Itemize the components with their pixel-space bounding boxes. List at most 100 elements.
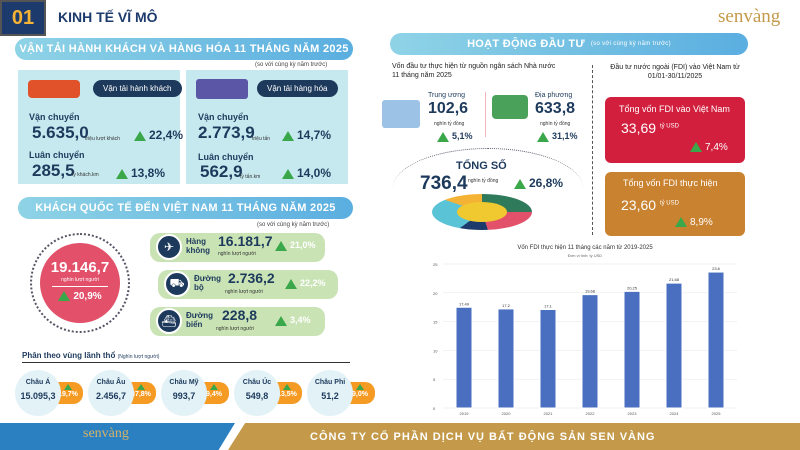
up-arrow-icon <box>275 315 287 326</box>
footer-left <box>0 423 235 450</box>
passenger-rot-value: 285,5 <box>32 161 75 180</box>
transport-note: (so với cùng kỳ năm trước) <box>255 62 328 68</box>
data-label: 21,68 <box>669 277 680 282</box>
data-label: 20,25 <box>627 285 638 290</box>
mode-value: 228,8 <box>222 307 258 323</box>
mode-name: Đường biển <box>186 311 214 329</box>
total-visitors-value: 19.146,7 <box>50 259 110 276</box>
mode-unit: nghìn lượt người <box>225 289 263 295</box>
y-tick-label: 15 <box>433 320 438 325</box>
bar <box>455 306 473 409</box>
bar <box>581 294 599 409</box>
tourism-note: (so với cùng kỳ năm trước) <box>257 222 330 228</box>
mode-pct: 21,0% <box>275 240 316 251</box>
cargo-label: Vận tải hàng hóa <box>257 80 338 97</box>
cargo-carry-value: 2.773,9 <box>198 123 255 142</box>
mode-pct: 3,4% <box>275 315 311 326</box>
local-pct: 31,1% <box>537 131 578 142</box>
up-arrow-icon <box>282 130 294 141</box>
up-arrow-icon <box>210 384 218 390</box>
fdi-registered-pct: 7,4% <box>690 142 728 153</box>
central-label: Trung ương <box>428 92 466 99</box>
local-label: Địa phương <box>535 92 573 99</box>
region-heading: Phân theo vùng lãnh thổ (Nghìn lượt ngườ… <box>22 351 350 363</box>
cargo-carry-label: Vận chuyển <box>198 112 249 122</box>
footer-logo: senvàng <box>83 426 129 441</box>
total-pct: 26,8% <box>514 176 563 190</box>
passenger-carry-pct: 22,4% <box>134 128 183 142</box>
plane-icon: ✈ <box>156 234 182 260</box>
cargo-rot-label: Luân chuyển <box>198 152 254 162</box>
mode-name: Hàng không <box>186 237 210 255</box>
total-visitors-pct: 20,9% <box>40 291 120 302</box>
passenger-label: Vận tải hành khách <box>93 80 182 97</box>
bar <box>623 290 641 409</box>
central-pct: 5,1% <box>437 131 473 142</box>
money-icon <box>492 95 528 119</box>
y-tick-label: 20 <box>433 291 438 296</box>
region-item: Châu Phi 51,2 <box>307 370 353 416</box>
up-arrow-icon <box>283 384 291 390</box>
passenger-rot-label: Luân chuyển <box>29 150 85 160</box>
up-arrow-icon <box>690 142 702 153</box>
up-arrow-icon <box>64 384 72 390</box>
x-tick-label: 2022 <box>586 411 596 416</box>
total-arc <box>393 148 583 228</box>
column-divider <box>485 92 486 137</box>
up-arrow-icon <box>537 131 549 142</box>
bar <box>497 308 515 409</box>
dashed-divider <box>592 65 593 235</box>
fdi-registered-card: Tổng vốn FDI vào Việt Nam 33,69 tỷ USD 7… <box>605 97 745 163</box>
fdi-disbursed-label: Tổng vốn FDI thực hiện <box>623 178 718 188</box>
cargo-rot-unit: tỷ tấn.km <box>240 174 261 180</box>
total-visitors-circle: 19.146,7 nghìn lượt người 20,9% <box>40 243 120 323</box>
total-label: TỔNG SỐ <box>456 160 507 172</box>
x-tick-label: 2020 <box>502 411 512 416</box>
y-tick-label: 25 <box>433 262 438 267</box>
tourism-banner: KHÁCH QUỐC TẾ ĐẾN VIỆT NAM 11 THÁNG NĂM … <box>18 197 353 219</box>
local-value: 633,8 <box>535 100 576 117</box>
chart-subtitle: Đơn vị tính: tỷ USD <box>568 253 603 258</box>
up-arrow-icon <box>137 384 145 390</box>
passenger-carry-value: 5.635,0 <box>32 123 89 142</box>
car-icon: ⛟ <box>164 271 190 297</box>
fdi-disbursed-pct: 8,9% <box>675 217 713 228</box>
brand-logo: senvàng <box>718 6 781 27</box>
ship-icon: ⛴ <box>156 308 182 334</box>
x-tick-label: 2025 <box>712 411 722 416</box>
up-arrow-icon <box>285 278 297 289</box>
page-title: KINH TẾ VĨ MÔ <box>58 9 158 25</box>
x-tick-label: 2019 <box>460 411 470 416</box>
cargo-rot-value: 562,9 <box>200 162 243 181</box>
bar <box>707 271 725 409</box>
budget-title: Vốn đầu tư thực hiện từ nguồn ngân sách … <box>392 63 556 79</box>
up-arrow-icon <box>116 168 128 179</box>
up-arrow-icon <box>437 131 449 142</box>
up-arrow-icon <box>282 168 294 179</box>
cargo-carry-pct: 14,7% <box>282 128 331 142</box>
mode-value: 2.736,2 <box>228 270 275 286</box>
x-tick-label: 2024 <box>670 411 680 416</box>
investment-banner: HOẠT ĐỘNG ĐẦU TƯ (so với cùng kỳ năm trướ… <box>390 33 748 55</box>
total-ring <box>30 233 130 333</box>
transport-banner: VẬN TẢI HÀNH KHÁCH VÀ HÀNG HÓA 11 THÁNG … <box>15 38 353 60</box>
region-item: Châu Mỹ 993,7 <box>161 370 207 416</box>
fdi-registered-label: Tổng vốn FDI vào Việt Nam <box>619 104 730 114</box>
y-tick-label: 0 <box>433 406 436 411</box>
passenger-carry-label: Vận chuyển <box>29 112 80 122</box>
region-item: Châu Âu 2.456,7 <box>88 370 134 416</box>
safe-icon <box>382 100 420 128</box>
total-visitors-unit: nghìn lượt người <box>52 277 108 287</box>
y-tick-label: 5 <box>433 377 436 382</box>
mode-value: 16.181,7 <box>218 233 273 249</box>
fdi-title: Đầu tư nước ngoài (FDI) vào Việt Nam từ … <box>610 64 740 80</box>
y-tick-label: 10 <box>433 348 438 353</box>
region-item: Châu Á 15.095,3 <box>15 370 61 416</box>
fdi-disbursed-card: Tổng vốn FDI thực hiện 23,60 tỷ USD 8,9% <box>605 172 745 236</box>
bus-icon <box>28 80 80 98</box>
up-arrow-icon <box>675 217 687 228</box>
cargo-rot-pct: 14,0% <box>282 166 331 180</box>
total-unit: nghìn tỷ đồng <box>468 178 499 184</box>
footer-right <box>228 423 800 450</box>
region-item: Châu Úc 549,8 <box>234 370 280 416</box>
